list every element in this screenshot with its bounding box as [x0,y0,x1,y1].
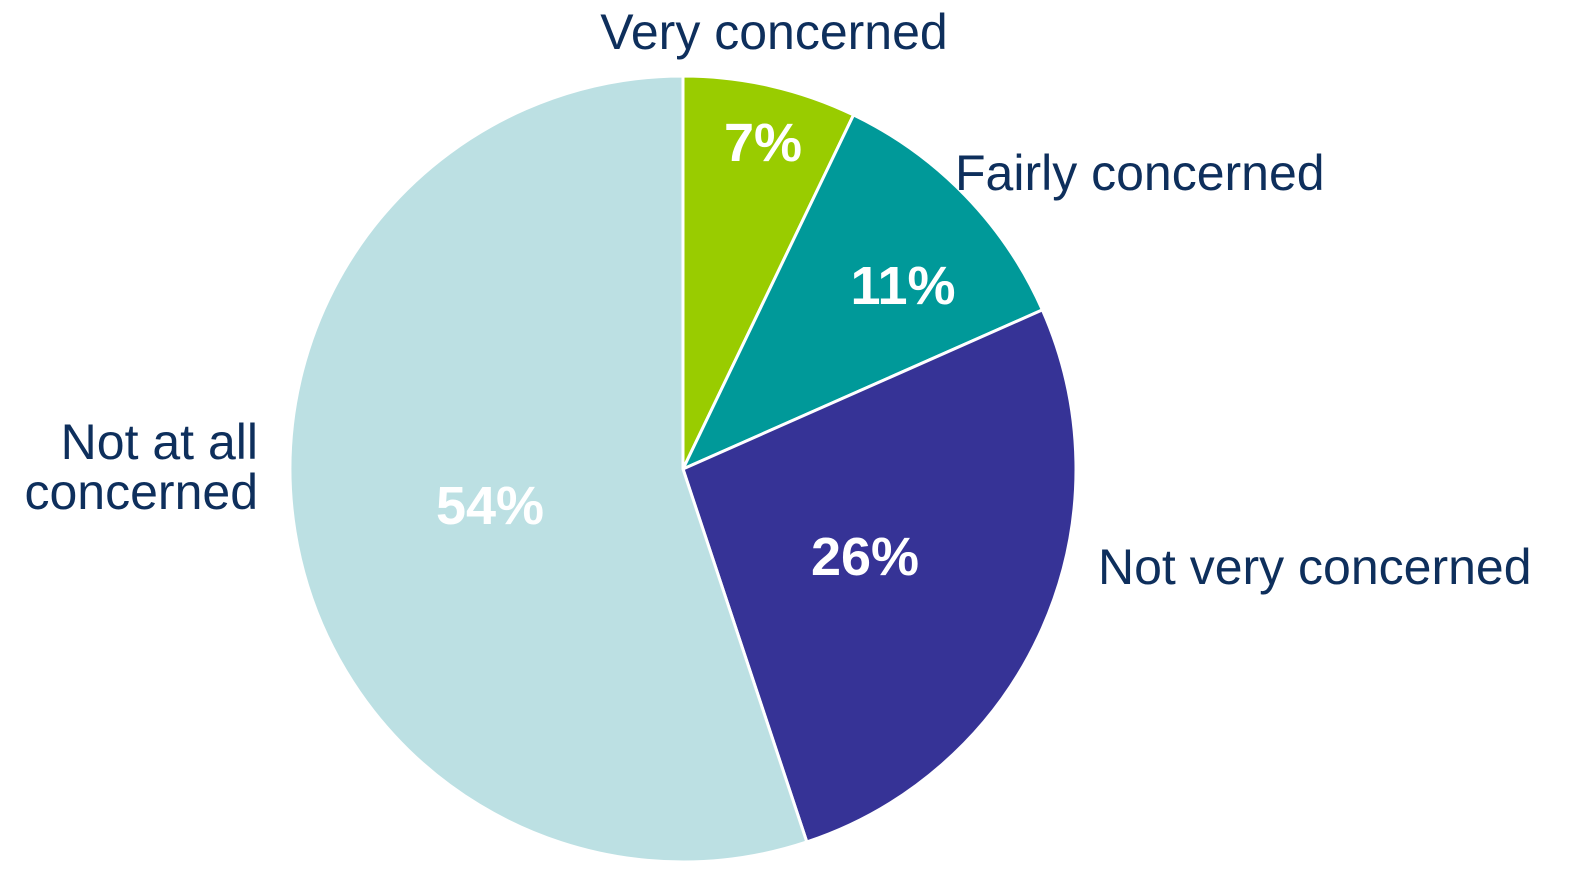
slice-category-label-very-concerned: Very concerned [600,4,947,60]
pie-slice-very-concerned [681,74,856,471]
slice-value-label-fairly-concerned: 11% [850,256,955,316]
pie-slices [288,74,1078,864]
slice-category-label-fairly-concerned: Fairly concerned [955,145,1325,201]
pie-slice-not-at-all-concerned [288,74,809,864]
slice-value-label-very-concerned: 7% [724,113,802,173]
slice-value-label-not-very-concerned: 26% [811,527,919,587]
pie-slice-fairly-concerned [681,113,1044,471]
slice-category-label-not-at-all-line-2: concerned [25,464,259,520]
slice-category-label-not-at-all-line-1: Not at all [61,414,258,470]
pie-slice-not-very-concerned [681,308,1078,844]
slice-value-label-not-at-all-concerned: 54% [436,476,544,536]
slice-category-label-not-very-concerned: Not very concerned [1098,539,1532,595]
